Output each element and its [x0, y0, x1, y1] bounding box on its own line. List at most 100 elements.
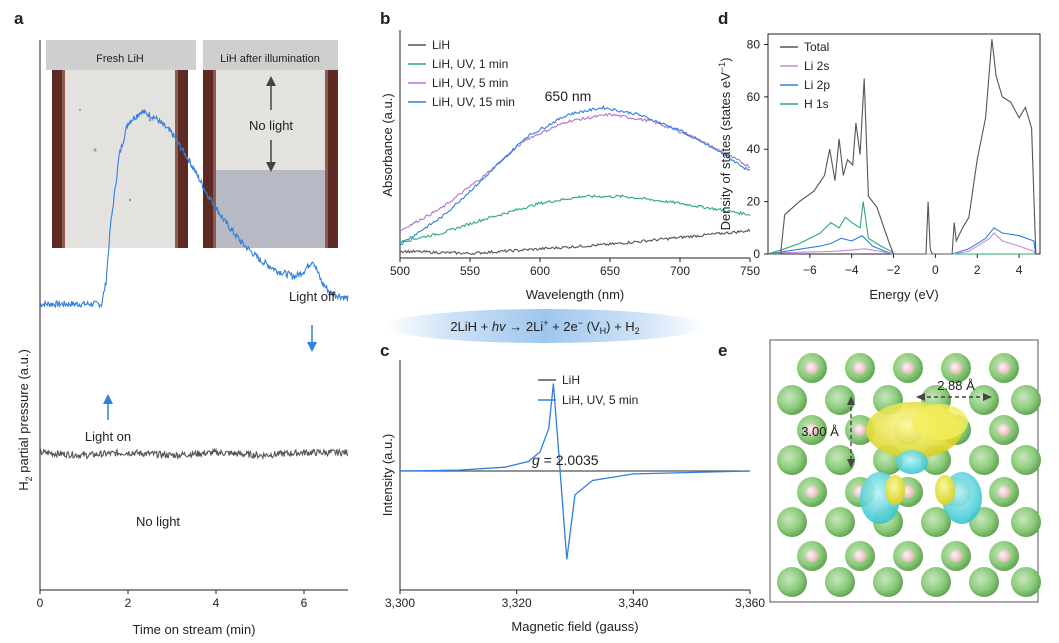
- b-series-0: [399, 228, 751, 256]
- d-series-2: [767, 227, 1037, 255]
- b-xlabel: Wavelength (nm): [526, 287, 625, 302]
- b-ylabel: Absorbance (a.u.): [380, 93, 395, 196]
- no-light-label: No light: [136, 514, 180, 529]
- d-legend-entry-0: Total: [804, 40, 829, 54]
- b-series-2: [399, 112, 750, 232]
- e-h-atom-11: [806, 486, 818, 498]
- e-h-atom-19: [950, 550, 962, 562]
- fresh-lih-label-overlay: Fresh LiH: [96, 53, 144, 65]
- photo-fresh-lih: [52, 70, 188, 248]
- d-xtick-0: −6: [803, 263, 817, 277]
- e-li-atom-21: [825, 385, 855, 415]
- d-ytick-0: 0: [753, 247, 760, 261]
- e-h-atom-3: [902, 362, 914, 374]
- c-ylabel: Intensity (a.u.): [380, 434, 395, 516]
- e-li-atom-41: [921, 567, 951, 597]
- d-ytick-4: 80: [747, 37, 761, 51]
- c-legend-entry-1: LiH, UV, 5 min: [562, 393, 638, 407]
- photo-no-light-label: No light: [249, 118, 293, 133]
- peak-650-label: 650 nm: [545, 88, 592, 104]
- a-xtick-0: 0: [37, 596, 44, 610]
- d-legend-entry-3: H 1s: [804, 97, 829, 111]
- b-xtick-1: 550: [460, 264, 480, 278]
- e-h-atom-2: [854, 362, 866, 374]
- e-li-atom-37: [1011, 507, 1041, 537]
- panel-label-c: c: [380, 341, 389, 360]
- b-legend-entry-0: LiH: [432, 38, 450, 52]
- e-h-atom-17: [854, 550, 866, 562]
- a-xlabel: Time on stream (min): [132, 622, 255, 637]
- e-h-atom-4: [950, 362, 962, 374]
- a-xtick-1: 2: [125, 596, 132, 610]
- light-on-label: Light on: [85, 429, 131, 444]
- a-xtick-3: 6: [301, 596, 308, 610]
- after-illumination-label: LiH after illumination: [220, 53, 320, 65]
- d-ytick-1: 20: [747, 195, 761, 209]
- d-series-3: [767, 201, 1036, 255]
- e-li-atom-33: [825, 507, 855, 537]
- a-ylabel: H2 partial pressure (a.u.): [16, 349, 34, 491]
- d-series-0: [768, 39, 1037, 255]
- reaction-equation: 2LiH + hv → 2Li+ + 2e− (VH) + H2: [450, 318, 639, 336]
- e-li-atom-42: [969, 567, 999, 597]
- e-h-atom-7: [854, 424, 866, 436]
- e-h-atom-13: [902, 486, 914, 498]
- panel-e: 2.88 Å 3.00 Å: [769, 339, 1041, 603]
- e-h-atom-6: [806, 424, 818, 436]
- c-xtick-0: 3,300: [385, 596, 415, 610]
- e-li-atom-38: [777, 567, 807, 597]
- b-series-1: [399, 194, 751, 244]
- charge-density-lobes: [860, 402, 982, 524]
- a-series-1: [39, 447, 349, 460]
- e-h-atom-5: [998, 362, 1010, 374]
- panel-label-d: d: [718, 9, 728, 28]
- b-xtick-5: 750: [740, 264, 760, 278]
- e-h-atom-10: [998, 424, 1010, 436]
- c-xtick-3: 3,360: [735, 596, 765, 610]
- panel-label-a: a: [14, 9, 24, 28]
- b-legend-entry-1: LiH, UV, 1 min: [432, 57, 508, 71]
- e-li-atom-43: [1011, 567, 1041, 597]
- panel-c: 3,300 3,320 3,340 3,360 LiH LiH, UV, 5 min g…: [380, 360, 765, 634]
- d-ytick-2: 40: [747, 142, 761, 156]
- e-h-atom-16: [806, 550, 818, 562]
- dim-3-00: 3.00 Å: [801, 424, 839, 439]
- panel-label-e: e: [718, 341, 727, 360]
- b-xtick-3: 650: [600, 264, 620, 278]
- e-h-atom-20: [998, 550, 1010, 562]
- e-li-atom-25: [1011, 385, 1041, 415]
- d-xtick-2: −2: [887, 263, 901, 277]
- e-li-atom-31: [1011, 445, 1041, 475]
- b-xtick-4: 700: [670, 264, 690, 278]
- g-factor-label: g = 2.0035: [532, 452, 599, 468]
- photo-header-bg-1: [46, 40, 196, 70]
- panel-label-b: b: [380, 9, 390, 28]
- reaction-banner: 2LiH + hv → 2Li+ + 2e− (VH) + H2: [385, 309, 705, 343]
- e-h-atom-18: [902, 550, 914, 562]
- e-li-atom-26: [777, 445, 807, 475]
- d-legend-entry-2: Li 2p: [804, 78, 830, 92]
- a-series-0: [39, 108, 349, 310]
- e-li-atom-32: [777, 507, 807, 537]
- light-off-label: Light off: [289, 289, 335, 304]
- e-li-atom-20: [777, 385, 807, 415]
- c-xtick-2: 3,340: [618, 596, 648, 610]
- e-li-atom-39: [825, 567, 855, 597]
- e-li-atom-35: [921, 507, 951, 537]
- d-xtick-4: 2: [974, 263, 981, 277]
- dim-2-88: 2.88 Å: [937, 378, 975, 393]
- b-xtick-0: 500: [390, 264, 410, 278]
- b-xtick-2: 600: [530, 264, 550, 278]
- e-li-atom-30: [969, 445, 999, 475]
- b-series-3: [399, 104, 751, 246]
- d-ytick-3: 60: [747, 90, 761, 104]
- d-xtick-5: 4: [1016, 263, 1023, 277]
- c-xlabel: Magnetic field (gauss): [511, 619, 638, 634]
- photo-lih-after-illumination: [203, 40, 338, 248]
- c-series-1: [399, 383, 751, 560]
- e-h-atom-15: [998, 486, 1010, 498]
- d-legend-entry-1: Li 2s: [804, 59, 829, 73]
- d-xlabel: Energy (eV): [869, 287, 938, 302]
